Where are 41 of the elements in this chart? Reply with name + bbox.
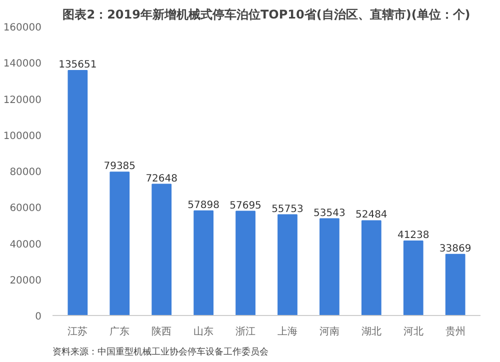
x-tick-label: 江苏 [68, 326, 88, 338]
bar [110, 172, 130, 316]
x-tick-label: 上海 [277, 326, 298, 338]
y-tick-label: 160000 [3, 22, 42, 34]
data-label: 41238 [397, 230, 430, 242]
x-tick-label: 贵州 [445, 326, 466, 338]
x-tick-label: 河南 [319, 326, 340, 338]
x-tick-label: 河北 [403, 326, 424, 338]
y-tick-label: 140000 [3, 58, 42, 70]
bar [152, 184, 172, 316]
bar [236, 210, 256, 316]
x-tick-label: 山东 [194, 326, 214, 338]
x-tick-label: 陕西 [152, 326, 172, 338]
data-label: 55753 [272, 204, 304, 215]
data-label: 57695 [230, 200, 262, 212]
y-tick-label: 80000 [10, 167, 42, 178]
data-label: 52484 [355, 210, 388, 221]
x-tick-label: 湖北 [361, 326, 382, 338]
y-tick-label: 0 [35, 312, 42, 322]
data-label: 79385 [104, 161, 136, 172]
x-tick-label: 浙江 [236, 326, 256, 338]
y-tick-label: 120000 [3, 94, 42, 106]
bar [278, 214, 298, 316]
bar [68, 70, 88, 316]
bar [361, 220, 382, 316]
y-tick-label: 20000 [10, 275, 42, 286]
y-tick-label: 100000 [3, 130, 42, 142]
y-tick-label: 60000 [10, 203, 42, 214]
x-tick-label: 广东 [110, 326, 130, 338]
data-label: 135651 [58, 59, 97, 70]
bar [320, 218, 340, 316]
chart-title: 图表2：2019年新增机械式停车泊位TOP10省(自治区、直辖市)(单位：个) [62, 8, 470, 22]
data-label: 72648 [146, 173, 178, 184]
data-label: 33869 [439, 243, 472, 254]
bar [445, 254, 466, 316]
text: 资料来源：中国重型机械工业协会停车设备工作委员会 [52, 346, 268, 358]
data-label: 57898 [188, 200, 220, 211]
data-label: 53543 [314, 208, 346, 219]
bar [403, 240, 424, 316]
bar [194, 210, 214, 316]
y-tick-label: 40000 [10, 239, 42, 250]
